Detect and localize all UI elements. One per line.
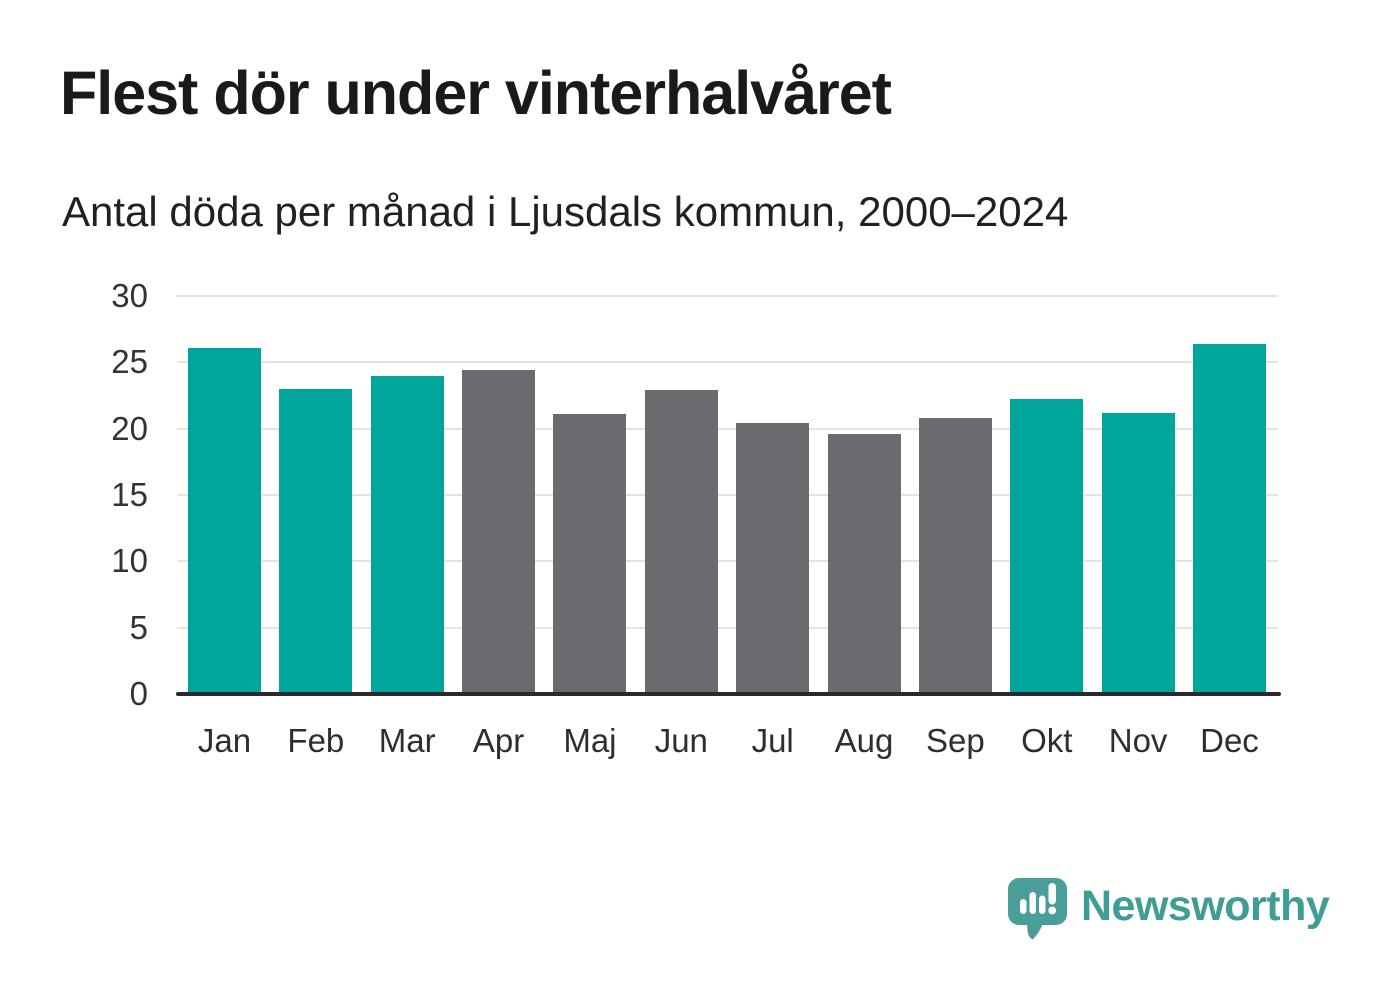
gridline-10 bbox=[177, 560, 1278, 563]
bar-maj bbox=[553, 414, 627, 694]
y-axis-tick-labels: 0 5 10 15 20 25 30 bbox=[40, 277, 148, 712]
y-tick-label-10: 10 bbox=[111, 542, 148, 580]
x-axis-tick-labels: Jan Feb Mar Apr Maj Jun Jul Aug Sep Okt Nov Dec bbox=[177, 722, 1278, 760]
bar-dec bbox=[1192, 343, 1266, 694]
x-tick-label-feb: Feb bbox=[287, 722, 345, 759]
y-tick-label-20: 20 bbox=[111, 409, 148, 447]
bar-mar bbox=[370, 375, 444, 694]
y-tick-label-30: 30 bbox=[111, 277, 148, 314]
bar-jan bbox=[188, 347, 261, 694]
bar-aug bbox=[827, 433, 901, 694]
bar-apr bbox=[462, 370, 536, 694]
newsworthy-logo-icon bbox=[1008, 878, 1067, 940]
x-tick-label-mar: Mar bbox=[378, 722, 436, 759]
y-tick-label-15: 15 bbox=[111, 476, 148, 513]
x-tick-label-sep: Sep bbox=[926, 722, 985, 759]
x-tick-label-maj: Maj bbox=[563, 722, 617, 759]
x-tick-label-jan: Jan bbox=[197, 722, 252, 759]
chart-subtitle: Antal döda per månad i Ljusdals kommun, … bbox=[62, 188, 1069, 235]
bar-okt bbox=[1010, 399, 1084, 694]
y-tick-label-5: 5 bbox=[129, 608, 148, 646]
gridline-20 bbox=[177, 427, 1278, 430]
x-axis-baseline bbox=[176, 692, 1281, 696]
x-tick-label-jun: Jun bbox=[654, 722, 708, 759]
bar-jul bbox=[736, 423, 810, 694]
bar-sep bbox=[918, 418, 992, 694]
x-tick-label-jul: Jul bbox=[751, 722, 794, 759]
newsworthy-logo: Newsworthy bbox=[1008, 878, 1330, 941]
x-tick-label-apr: Apr bbox=[472, 722, 525, 759]
gridline-15 bbox=[177, 494, 1278, 496]
x-tick-label-nov: Nov bbox=[1108, 722, 1168, 759]
bar-jun bbox=[644, 390, 718, 694]
plot-area bbox=[177, 295, 1278, 694]
x-tick-label-aug: Aug bbox=[834, 722, 894, 759]
x-tick-label-okt: Okt bbox=[1021, 722, 1073, 759]
y-tick-label-0: 0 bbox=[129, 675, 148, 712]
gridline-5 bbox=[177, 626, 1278, 629]
bar-feb bbox=[279, 388, 353, 694]
gridline-25 bbox=[177, 361, 1278, 364]
bar-nov bbox=[1101, 412, 1175, 694]
x-tick-label-dec: Dec bbox=[1200, 722, 1259, 759]
bars-row bbox=[177, 296, 1278, 694]
chart-title: Flest dör under vinterhalvåret bbox=[60, 59, 892, 127]
y-tick-label-25: 25 bbox=[111, 343, 148, 381]
gridline-30 bbox=[177, 295, 1278, 297]
newsworthy-logo-text: Newsworthy bbox=[1081, 882, 1330, 930]
